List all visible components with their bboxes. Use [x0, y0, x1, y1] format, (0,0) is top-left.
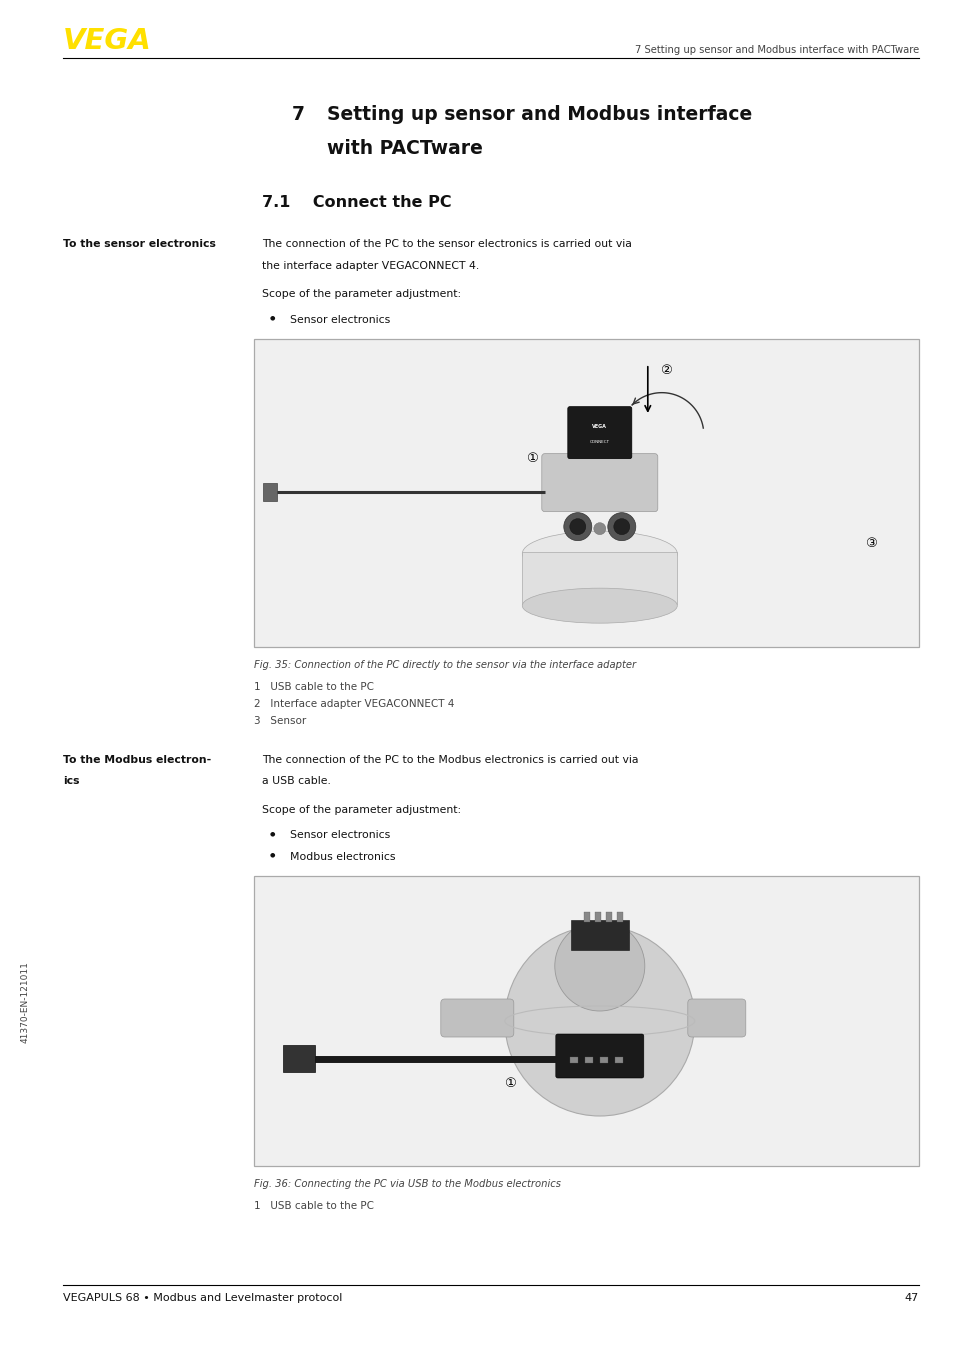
Text: 7.1    Connect the PC: 7.1 Connect the PC: [262, 195, 451, 210]
Text: 47: 47: [903, 1293, 918, 1303]
Bar: [605, 913, 611, 922]
Ellipse shape: [521, 588, 677, 623]
Text: Sensor electronics: Sensor electronics: [290, 830, 390, 839]
Text: ●: ●: [270, 315, 275, 321]
Text: 1   USB cable to the PC: 1 USB cable to the PC: [253, 1201, 374, 1210]
Text: the interface adapter VEGACONNECT 4.: the interface adapter VEGACONNECT 4.: [262, 260, 478, 271]
Text: ①: ①: [525, 452, 537, 466]
Text: 7 Setting up sensor and Modbus interface with PACTware: 7 Setting up sensor and Modbus interface…: [634, 45, 918, 56]
Text: ●: ●: [270, 831, 275, 835]
Text: To the Modbus electron-: To the Modbus electron-: [63, 754, 211, 765]
FancyBboxPatch shape: [556, 1034, 643, 1078]
Text: Sensor electronics: Sensor electronics: [290, 314, 390, 325]
Text: 2   Interface adapter VEGACONNECT 4: 2 Interface adapter VEGACONNECT 4: [253, 699, 454, 708]
Text: a USB cable.: a USB cable.: [262, 776, 331, 787]
Bar: [599, 1057, 607, 1063]
Text: The connection of the PC to the Modbus electronics is carried out via: The connection of the PC to the Modbus e…: [262, 754, 638, 765]
Text: with PACTware: with PACTware: [327, 139, 482, 158]
Text: ③: ③: [864, 538, 876, 550]
Text: ●: ●: [270, 853, 275, 857]
FancyBboxPatch shape: [687, 999, 745, 1037]
Text: ics: ics: [63, 776, 79, 787]
Bar: [617, 913, 622, 922]
Ellipse shape: [613, 519, 629, 535]
Text: 3   Sensor: 3 Sensor: [253, 715, 306, 726]
Text: VEGA: VEGA: [63, 27, 152, 56]
Text: VEGA: VEGA: [592, 424, 607, 429]
Circle shape: [504, 926, 694, 1116]
FancyBboxPatch shape: [440, 999, 514, 1037]
FancyBboxPatch shape: [567, 406, 631, 459]
Text: CONNECT: CONNECT: [589, 440, 609, 444]
Text: 1   USB cable to the PC: 1 USB cable to the PC: [253, 681, 374, 692]
Bar: [253, 338, 918, 646]
Text: 41370-EN-121011: 41370-EN-121011: [20, 961, 30, 1043]
Bar: [569, 1057, 578, 1063]
Ellipse shape: [607, 513, 635, 540]
FancyBboxPatch shape: [521, 551, 677, 604]
Ellipse shape: [569, 519, 585, 535]
Bar: [583, 913, 589, 922]
Text: Fig. 36: Connecting the PC via USB to the Modbus electronics: Fig. 36: Connecting the PC via USB to th…: [253, 1179, 560, 1189]
Text: VEGAPULS 68 • Modbus and Levelmaster protocol: VEGAPULS 68 • Modbus and Levelmaster pro…: [63, 1293, 342, 1303]
Text: Scope of the parameter adjustment:: Scope of the parameter adjustment:: [262, 288, 460, 299]
FancyBboxPatch shape: [541, 454, 658, 512]
Text: ②: ②: [659, 364, 671, 378]
Text: To the sensor electronics: To the sensor electronics: [63, 240, 215, 249]
Text: Modbus electronics: Modbus electronics: [290, 852, 395, 861]
Text: ①: ①: [503, 1076, 516, 1090]
Bar: [584, 1057, 592, 1063]
Ellipse shape: [593, 523, 605, 535]
Text: 7: 7: [292, 106, 305, 125]
FancyBboxPatch shape: [283, 1045, 314, 1072]
FancyBboxPatch shape: [263, 482, 276, 501]
Text: Setting up sensor and Modbus interface: Setting up sensor and Modbus interface: [327, 106, 752, 125]
Ellipse shape: [563, 513, 591, 540]
Text: The connection of the PC to the sensor electronics is carried out via: The connection of the PC to the sensor e…: [262, 240, 631, 249]
Bar: [253, 876, 918, 1166]
FancyBboxPatch shape: [570, 919, 628, 951]
Bar: [594, 913, 600, 922]
Text: Scope of the parameter adjustment:: Scope of the parameter adjustment:: [262, 804, 460, 815]
Circle shape: [555, 921, 644, 1011]
Bar: [614, 1057, 622, 1063]
Ellipse shape: [521, 531, 677, 577]
Text: Fig. 35: Connection of the PC directly to the sensor via the interface adapter: Fig. 35: Connection of the PC directly t…: [253, 659, 636, 669]
